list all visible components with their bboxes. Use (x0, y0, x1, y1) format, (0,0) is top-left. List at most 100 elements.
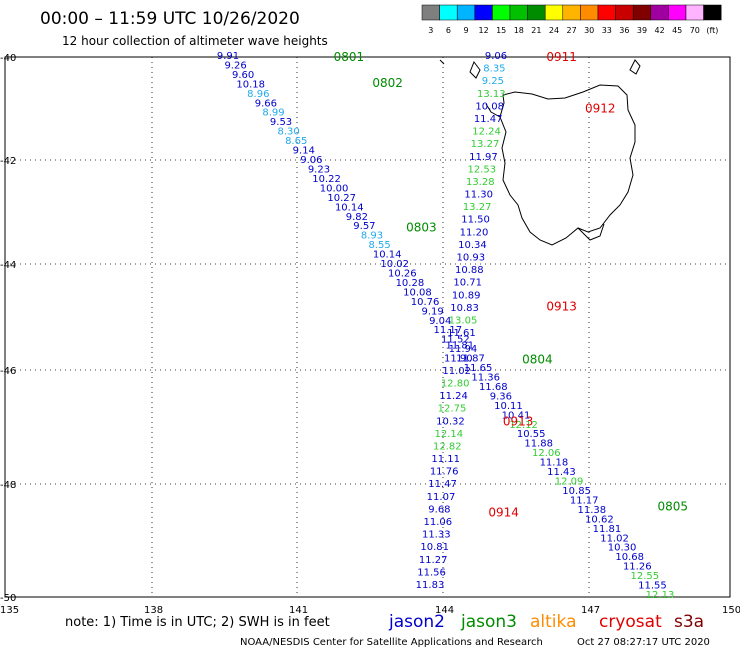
swh-value: 10.26 (388, 268, 417, 279)
swh-value: 11.06 (424, 517, 453, 528)
colorbar-swatch (474, 4, 493, 21)
lat-label-44: -44 (0, 260, 16, 271)
swh-value: 10.28 (396, 278, 425, 289)
swh-value: 9.25 (482, 76, 504, 87)
colorbar-swatch (632, 4, 652, 21)
track-time-label: 0911 (546, 50, 577, 64)
colorbar-swatch (544, 4, 564, 21)
swh-value: 10.14 (335, 202, 364, 213)
swh-value: 13.13 (477, 89, 506, 100)
swh-value: 12.13 (646, 590, 675, 601)
swh-value: 11.65 (464, 363, 493, 374)
swh-value: 10.27 (327, 193, 356, 204)
lat-label-48: -48 (0, 480, 16, 491)
lat-label-40: -40 (0, 53, 16, 64)
swh-value: 8.99 (262, 108, 284, 119)
swh-value: 10.76 (411, 297, 440, 308)
swh-value: 11.87 (456, 354, 485, 365)
swh-value: 12.09 (555, 477, 584, 488)
track-time-label: 0805 (658, 500, 689, 514)
colorbar-legend: 3 6 9 12 15 18 21 24 27 30 33 36 39 42 45 70 (ft) (421, 4, 722, 35)
swh-value: 11.81 (593, 524, 622, 535)
tasmania-coastline (439, 59, 641, 246)
colorbar-swatch (527, 4, 546, 21)
swh-value: 12.55 (631, 571, 660, 582)
swh-value: 11.88 (524, 439, 553, 450)
map-frame (4, 56, 731, 598)
page-title: 00:00 – 11:59 UTC 10/26/2020 (40, 9, 300, 29)
swh-value: 10.55 (517, 429, 546, 440)
swh-value: 10.85 (562, 486, 591, 497)
swh-value: 10.14 (373, 250, 402, 261)
swh-value: 8.65 (285, 136, 307, 147)
observations-track-1: 9.919.269.6010.188.969.668.999.538.308.6… (217, 51, 674, 601)
swh-value: 11.50 (461, 215, 490, 226)
legend-jason2: jason2 (388, 612, 445, 632)
swh-value: 12.75 (438, 404, 467, 415)
swh-value: 9.14 (293, 146, 315, 157)
swh-value: 10.00 (320, 183, 349, 194)
legend-cryosat: cryosat (599, 612, 662, 632)
swh-value: 9.60 (232, 70, 254, 81)
swh-value: 9.23 (308, 164, 330, 175)
colorbar-label: 12 (479, 26, 489, 35)
satellite-legend: jason2 jason3 altika cryosat s3a (388, 612, 704, 632)
swh-value: 11.17 (433, 325, 462, 336)
lon-label-147: 147 (581, 605, 600, 616)
swh-value: 11.26 (623, 562, 652, 573)
lat-label-46: -46 (0, 366, 16, 377)
colorbar-label: 21 (531, 26, 541, 35)
swh-value: 10.11 (494, 401, 523, 412)
swh-value: 11.18 (540, 458, 569, 469)
track-time-label: 0913 (503, 414, 534, 428)
swh-value: 12.53 (468, 164, 497, 175)
legend-altika: altika (530, 612, 577, 632)
swh-value: 10.62 (585, 514, 614, 525)
page-subtitle: 12 hour collection of altimeter wave hei… (62, 34, 328, 48)
track-time-labels: 0801 0802 0803 0804 0805 0911 0912 0913 0913 0914 (334, 50, 688, 519)
colorbar-swatch (509, 4, 528, 21)
colorbar-swatch (421, 4, 440, 21)
lon-label-135: 135 (0, 605, 19, 616)
swh-value: 9.26 (224, 60, 246, 71)
colorbar-swatch (685, 4, 704, 21)
track-time-label: 0914 (488, 505, 519, 519)
colorbar-swatch (597, 4, 616, 21)
track-time-label: 0913 (546, 299, 577, 313)
colorbar-swatch (668, 4, 687, 21)
swh-value: 11.68 (479, 382, 508, 393)
swh-value: 10.18 (236, 79, 265, 90)
swh-value: 10.32 (436, 416, 465, 427)
colorbar-label: 9 (463, 26, 468, 35)
swh-value: 11.43 (547, 467, 576, 478)
swh-value: 10.08 (475, 101, 504, 112)
swh-value: 9.91 (217, 51, 239, 62)
legend-jason3: jason3 (460, 612, 517, 632)
swh-value: 8.96 (247, 89, 269, 100)
track-time-label: 0803 (406, 221, 437, 235)
colorbar-label: 24 (549, 26, 559, 35)
swh-value: 10.02 (380, 259, 409, 270)
track-time-label: 0802 (372, 76, 403, 90)
swh-value: 9.06 (300, 155, 322, 166)
swh-value: 9.53 (270, 117, 292, 128)
swh-value: 11.52 (441, 335, 470, 346)
colorbar-swatch (703, 4, 722, 21)
colorbar-label: 45 (672, 26, 682, 35)
swh-value: 11.20 (460, 227, 489, 238)
legend-s3a: s3a (674, 612, 704, 632)
swh-value: 12.14 (435, 429, 464, 440)
track-time-label: 0912 (585, 102, 616, 116)
colorbar-label: 33 (602, 26, 612, 35)
swh-value: 11.02 (442, 366, 471, 377)
swh-value: 10.41 (502, 410, 531, 421)
swh-value: 11.94 (449, 344, 478, 355)
swh-value: 10.71 (453, 278, 482, 289)
colorbar-label: 18 (514, 26, 524, 35)
swh-value: 11.27 (419, 555, 448, 566)
swh-value: 10.68 (615, 552, 644, 563)
swh-value: 11.83 (416, 580, 445, 591)
lon-label-138: 138 (144, 605, 163, 616)
swh-value: 10.81 (420, 542, 449, 553)
lon-label-150: 150 (722, 605, 740, 616)
